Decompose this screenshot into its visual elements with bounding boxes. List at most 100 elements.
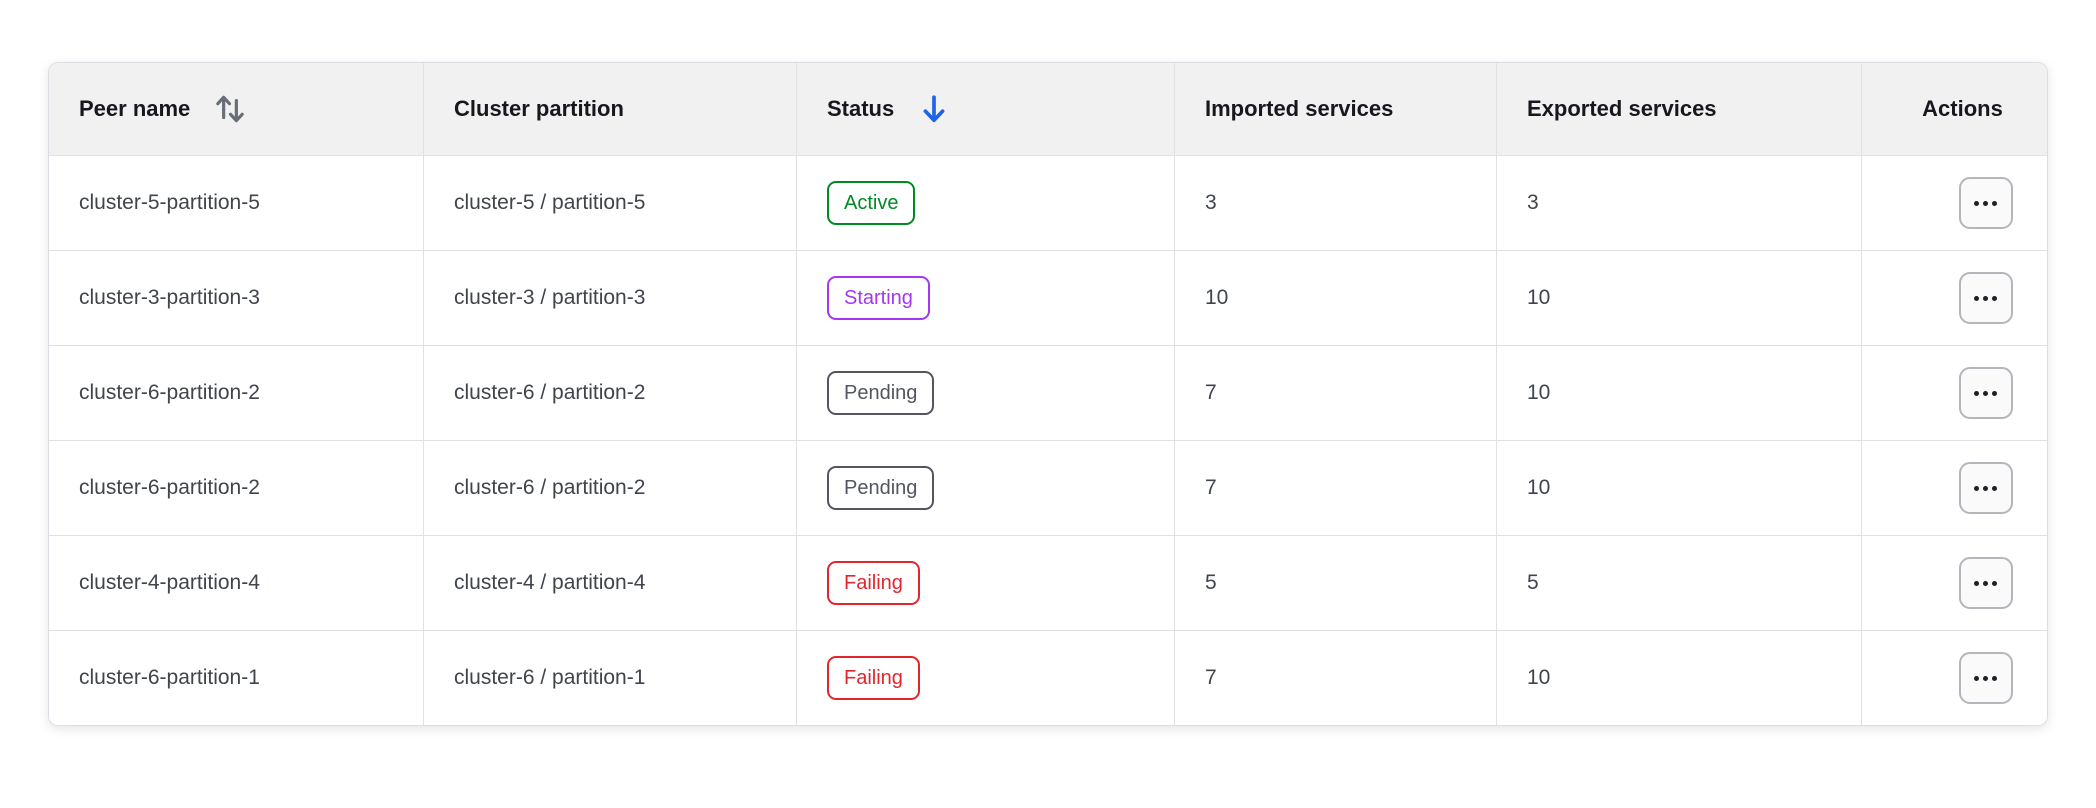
actions-header-label: Actions (1922, 96, 2003, 121)
imported-services-cell: 7 (1175, 441, 1497, 535)
column-header-peer-name[interactable]: Peer name (49, 63, 424, 155)
exported-services-cell: 3 (1497, 156, 1862, 250)
cluster-partition-value: cluster-3 / partition-3 (454, 286, 646, 309)
table-header-row: Peer name Cluster partition Status (49, 63, 2047, 155)
sort-up-down-icon (214, 91, 246, 127)
imported-services-cell: 7 (1175, 631, 1497, 725)
status-badge: Pending (827, 466, 935, 510)
status-cell: Active (797, 156, 1175, 250)
exported-services-cell: 10 (1497, 631, 1862, 725)
status-badge: Active (827, 181, 916, 225)
imported-services-cell: 5 (1175, 536, 1497, 630)
status-badge: Starting (827, 276, 930, 320)
imported-services-value: 5 (1205, 571, 1217, 594)
exported-services-cell: 10 (1497, 441, 1862, 535)
row-actions-button[interactable] (1958, 462, 2013, 514)
row-actions-button[interactable] (1958, 272, 2013, 324)
exported-services-cell: 10 (1497, 346, 1862, 440)
imported-services-cell: 7 (1175, 346, 1497, 440)
cluster-partition-cell: cluster-4 / partition-4 (424, 536, 797, 630)
ellipsis-icon (1974, 485, 1979, 491)
status-cell: Starting (797, 251, 1175, 345)
actions-cell (1862, 631, 2047, 725)
status-badge: Failing (827, 561, 920, 605)
imported-services-value: 3 (1205, 191, 1217, 214)
row-actions-button[interactable] (1958, 177, 2013, 229)
actions-cell (1862, 536, 2047, 630)
imported-services-header-label: Imported services (1205, 96, 1394, 121)
peer-name-value: cluster-6-partition-2 (79, 381, 260, 404)
exported-services-value: 5 (1527, 571, 1539, 594)
peer-name-cell: cluster-6-partition-2 (49, 346, 424, 440)
cluster-partition-value: cluster-6 / partition-1 (454, 666, 646, 689)
exported-services-value: 10 (1527, 476, 1551, 499)
cluster-partition-cell: cluster-6 / partition-2 (424, 346, 797, 440)
peer-name-value: cluster-6-partition-2 (79, 476, 260, 499)
arrow-down-icon (920, 92, 948, 126)
peer-name-cell: cluster-6-partition-1 (49, 631, 424, 725)
peer-name-header-label: Peer name (79, 96, 191, 121)
exported-services-cell: 10 (1497, 251, 1862, 345)
table-row[interactable]: cluster-4-partition-4 cluster-4 / partit… (49, 535, 2047, 630)
exported-services-cell: 5 (1497, 536, 1862, 630)
column-header-status[interactable]: Status (797, 63, 1175, 155)
table-row[interactable]: cluster-6-partition-1 cluster-6 / partit… (49, 630, 2047, 725)
peer-name-cell: cluster-6-partition-2 (49, 441, 424, 535)
table-row[interactable]: cluster-3-partition-3 cluster-3 / partit… (49, 250, 2047, 345)
actions-cell (1862, 156, 2047, 250)
status-header-label: Status (827, 96, 895, 121)
peer-name-value: cluster-3-partition-3 (79, 286, 260, 309)
peer-name-value: cluster-6-partition-1 (79, 666, 260, 689)
cluster-partition-cell: cluster-6 / partition-1 (424, 631, 797, 725)
table-row[interactable]: cluster-5-partition-5 cluster-5 / partit… (49, 155, 2047, 250)
peer-name-cell: cluster-3-partition-3 (49, 251, 424, 345)
exported-services-value: 10 (1527, 666, 1551, 689)
row-actions-button[interactable] (1958, 367, 2013, 419)
ellipsis-icon (1974, 580, 1979, 586)
ellipsis-icon (1974, 675, 1979, 681)
imported-services-value: 10 (1205, 286, 1229, 309)
column-header-cluster-partition: Cluster partition (424, 63, 797, 155)
status-cell: Pending (797, 346, 1175, 440)
cluster-partition-value: cluster-6 / partition-2 (454, 476, 646, 499)
imported-services-value: 7 (1205, 476, 1217, 499)
column-header-exported-services: Exported services (1497, 63, 1862, 155)
exported-services-header-label: Exported services (1527, 96, 1717, 121)
exported-services-value: 3 (1527, 191, 1539, 214)
cluster-partition-cell: cluster-5 / partition-5 (424, 156, 797, 250)
status-badge: Pending (827, 371, 935, 415)
imported-services-cell: 10 (1175, 251, 1497, 345)
peer-name-cell: cluster-4-partition-4 (49, 536, 424, 630)
exported-services-value: 10 (1527, 286, 1551, 309)
imported-services-cell: 3 (1175, 156, 1497, 250)
peer-name-value: cluster-4-partition-4 (79, 571, 260, 594)
peers-table: Peer name Cluster partition Status (48, 62, 2048, 726)
actions-cell (1862, 251, 2047, 345)
row-actions-button[interactable] (1958, 652, 2013, 704)
row-actions-button[interactable] (1958, 557, 2013, 609)
status-cell: Pending (797, 441, 1175, 535)
peer-name-value: cluster-5-partition-5 (79, 191, 260, 214)
table-row[interactable]: cluster-6-partition-2 cluster-6 / partit… (49, 345, 2047, 440)
ellipsis-icon (1974, 390, 1979, 396)
status-badge: Failing (827, 656, 920, 700)
cluster-partition-value: cluster-6 / partition-2 (454, 381, 646, 404)
exported-services-value: 10 (1527, 381, 1551, 404)
status-cell: Failing (797, 536, 1175, 630)
table-row[interactable]: cluster-6-partition-2 cluster-6 / partit… (49, 440, 2047, 535)
cluster-partition-cell: cluster-6 / partition-2 (424, 441, 797, 535)
cluster-partition-value: cluster-4 / partition-4 (454, 571, 646, 594)
ellipsis-icon (1974, 200, 1979, 206)
ellipsis-icon (1974, 295, 1979, 301)
cluster-partition-value: cluster-5 / partition-5 (454, 191, 646, 214)
column-header-actions: Actions (1862, 63, 2047, 155)
column-header-imported-services: Imported services (1175, 63, 1497, 155)
imported-services-value: 7 (1205, 666, 1217, 689)
cluster-partition-cell: cluster-3 / partition-3 (424, 251, 797, 345)
actions-cell (1862, 441, 2047, 535)
actions-cell (1862, 346, 2047, 440)
imported-services-value: 7 (1205, 381, 1217, 404)
peer-name-cell: cluster-5-partition-5 (49, 156, 424, 250)
cluster-partition-header-label: Cluster partition (454, 96, 624, 121)
status-cell: Failing (797, 631, 1175, 725)
